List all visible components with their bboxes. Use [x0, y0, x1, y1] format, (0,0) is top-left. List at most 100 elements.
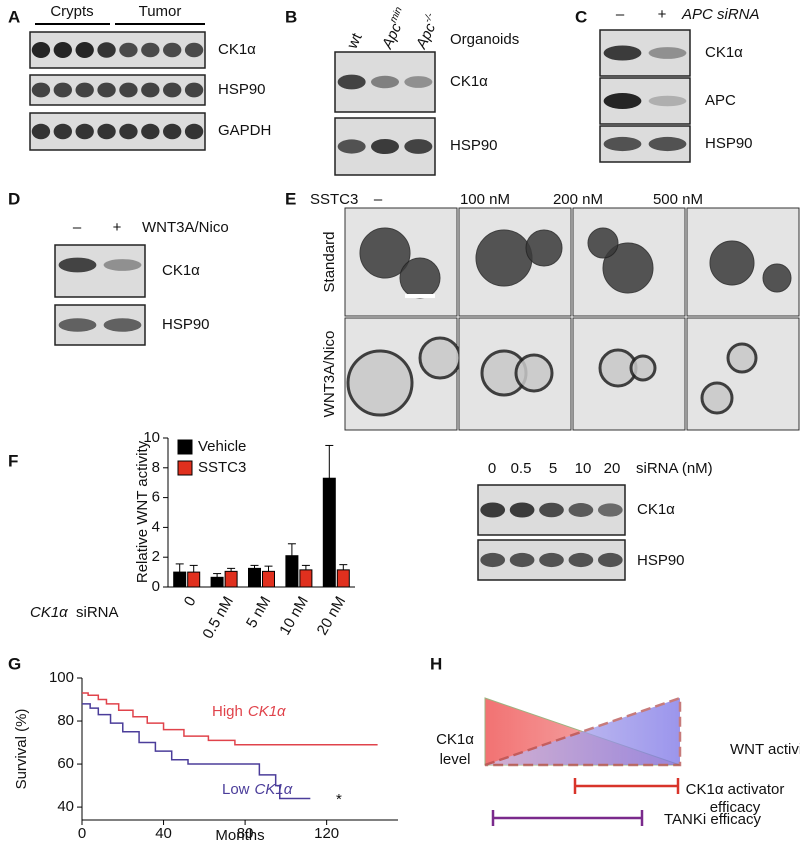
- lane-label: +: [113, 219, 122, 236]
- y-tick-label: 60: [57, 755, 74, 772]
- blot-band: [97, 42, 116, 58]
- blot-band: [648, 47, 687, 59]
- error-bar: [250, 564, 259, 569]
- organoid: [359, 227, 411, 279]
- error-bar: [325, 444, 334, 479]
- organoid-cyst: [514, 353, 554, 393]
- blot-band: [404, 76, 433, 88]
- organoid: [399, 257, 441, 299]
- treatment-label: WNT3A/Nico: [142, 219, 229, 236]
- bar: [322, 477, 336, 588]
- blot-band: [371, 75, 399, 89]
- error-bar: [264, 565, 273, 572]
- bar: [285, 555, 299, 588]
- curve-label-name: High: [212, 703, 243, 720]
- x-tick-label: 0: [181, 593, 200, 609]
- blot-band: [141, 123, 160, 140]
- bar: [248, 567, 261, 588]
- blot-band: [597, 503, 623, 517]
- error-bar: [213, 573, 222, 578]
- lane-label-text: Apc: [378, 20, 405, 52]
- diagram-label: CK1α: [436, 731, 474, 748]
- dose-label: –: [374, 191, 383, 208]
- blot-band: [53, 123, 72, 140]
- y-tick-label: 0: [152, 578, 160, 595]
- blot-band: [648, 95, 687, 107]
- blot-band: [648, 136, 687, 152]
- lane-label: 0.5: [511, 460, 532, 477]
- x-tick-label: 10 nM: [276, 593, 312, 638]
- row-label: GAPDH: [218, 122, 271, 139]
- blot-band: [75, 82, 94, 98]
- blot-band: [58, 257, 97, 273]
- blot-band: [58, 318, 97, 332]
- blot-band: [337, 74, 366, 90]
- blot-band: [603, 93, 642, 109]
- diagram-label: level: [440, 751, 471, 768]
- row-label: HSP90: [637, 552, 685, 569]
- row-label: HSP90: [450, 137, 498, 154]
- lane-label: 0: [488, 460, 496, 477]
- row-label: HSP90: [162, 316, 210, 333]
- row-label: CK1α: [637, 501, 675, 518]
- panel-label: F: [8, 451, 18, 470]
- organoid-cyst: [629, 354, 657, 382]
- significance-marker: *: [336, 791, 342, 808]
- lane-label: 10: [575, 460, 592, 477]
- lane-label-text: wt: [343, 30, 366, 52]
- legend-label: SSTC3: [198, 459, 246, 476]
- y-tick-label: 2: [152, 548, 160, 565]
- y-tick-label: 100: [49, 669, 74, 686]
- blot-band: [31, 123, 51, 140]
- organoid: [525, 229, 563, 267]
- panel-label: D: [8, 189, 20, 208]
- bar: [336, 569, 350, 588]
- blot-band: [141, 42, 160, 58]
- diagram-label: CK1α activator: [686, 781, 785, 798]
- lane-label: –: [73, 219, 82, 236]
- bar: [210, 576, 224, 588]
- legend-swatch: [177, 439, 193, 455]
- blot-band: [603, 136, 642, 152]
- error-bar: [287, 543, 296, 556]
- curve-label: High CK1α: [212, 703, 286, 720]
- blot-band: [184, 123, 204, 140]
- blot-band: [163, 82, 182, 98]
- blot-band: [31, 82, 51, 98]
- blot-band: [31, 42, 51, 58]
- x-tick-label: 80: [237, 825, 254, 842]
- organoid: [602, 242, 654, 294]
- survival-curve: [82, 692, 378, 746]
- organoid-cyst: [700, 381, 734, 415]
- legend-swatch: [177, 460, 193, 476]
- blot-band: [603, 45, 642, 61]
- panel-label: B: [285, 7, 297, 26]
- blot: [334, 51, 436, 113]
- curve-label-gene: CK1α: [255, 781, 293, 798]
- x-tick-label: 20 nM: [314, 593, 350, 638]
- blot-band: [53, 82, 72, 98]
- diagram-label: efficacy: [710, 799, 761, 816]
- blot-band: [568, 552, 594, 568]
- group-label: Tumor: [139, 3, 182, 20]
- blot-band: [184, 82, 204, 98]
- y-axis-label: Survival (%): [13, 709, 30, 790]
- y-tick-label: 8: [152, 459, 160, 476]
- x-tick-label: 5 nM: [243, 593, 274, 630]
- x-tick-label: 40: [155, 825, 172, 842]
- panel-label: C: [575, 7, 587, 26]
- blot-band: [568, 503, 594, 517]
- organoid: [475, 229, 533, 287]
- y-tick-label: 10: [143, 429, 160, 446]
- dose-label: 100 nM: [460, 191, 510, 208]
- organoid-cyst: [346, 349, 414, 417]
- row-label: APC: [705, 92, 736, 109]
- bar: [173, 571, 187, 588]
- diagram-label: TANKi efficacy: [664, 811, 761, 828]
- lane-label-sup: min: [388, 5, 405, 25]
- panel-label: A: [8, 7, 20, 26]
- survival-curve: [82, 703, 311, 800]
- curve-label-gene: CK1α: [248, 703, 286, 720]
- error-bar: [189, 564, 198, 573]
